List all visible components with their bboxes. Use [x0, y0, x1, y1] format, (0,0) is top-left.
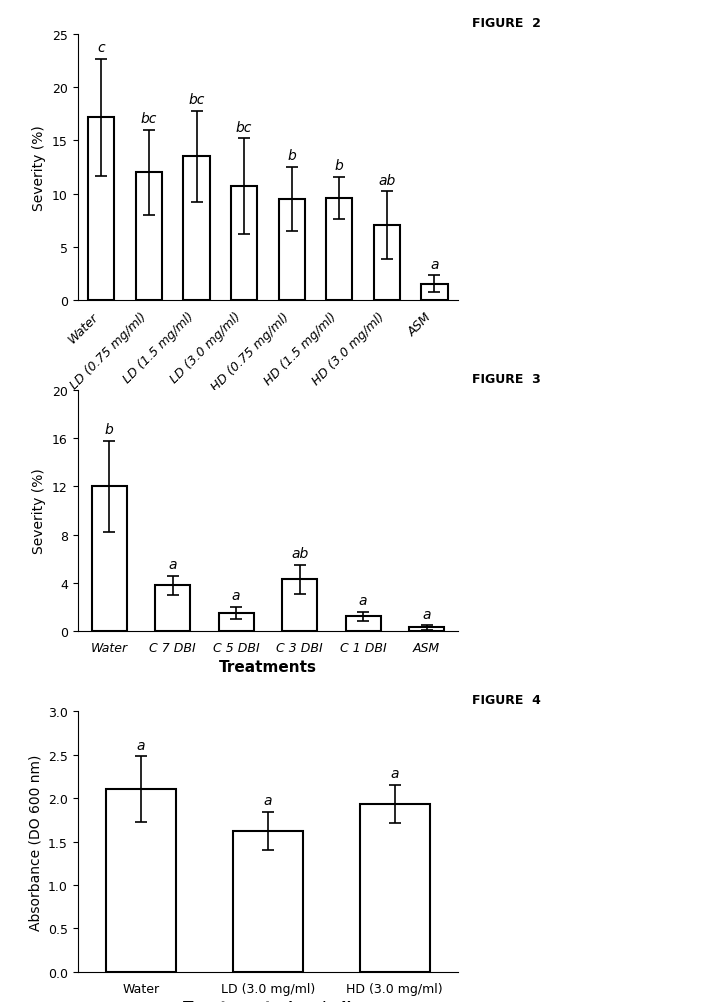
- X-axis label: Treatments: Treatments: [219, 399, 317, 414]
- Bar: [345, 617, 381, 631]
- Bar: [422, 285, 448, 301]
- Bar: [88, 118, 114, 301]
- Text: b: b: [288, 149, 296, 163]
- X-axis label: Treatments (mg/ml): Treatments (mg/ml): [183, 1000, 353, 1002]
- Text: b: b: [105, 423, 114, 437]
- Bar: [374, 226, 400, 301]
- Text: bc: bc: [188, 93, 204, 107]
- Text: bc: bc: [236, 120, 252, 134]
- Text: a: a: [168, 558, 177, 571]
- Text: a: a: [137, 737, 145, 752]
- Bar: [409, 627, 444, 631]
- Bar: [106, 790, 176, 972]
- Text: b: b: [335, 158, 343, 172]
- Text: ab: ab: [379, 173, 396, 187]
- Y-axis label: Severity (%): Severity (%): [32, 125, 47, 210]
- Y-axis label: Severity (%): Severity (%): [32, 468, 47, 554]
- Bar: [360, 805, 430, 972]
- Text: a: a: [391, 767, 399, 781]
- Text: FIGURE  2: FIGURE 2: [472, 17, 541, 30]
- X-axis label: Treatments: Treatments: [219, 659, 317, 674]
- Bar: [155, 585, 190, 631]
- Text: FIGURE  4: FIGURE 4: [472, 693, 541, 706]
- Text: c: c: [97, 41, 105, 55]
- Bar: [136, 173, 162, 301]
- Text: bc: bc: [141, 112, 157, 126]
- Bar: [231, 187, 257, 301]
- Bar: [282, 579, 317, 631]
- Text: ab: ab: [291, 547, 308, 561]
- Bar: [326, 198, 352, 301]
- Bar: [183, 157, 209, 301]
- Text: a: a: [430, 258, 439, 272]
- Bar: [92, 487, 127, 631]
- Bar: [278, 199, 305, 301]
- Text: a: a: [422, 607, 431, 621]
- Text: a: a: [264, 794, 272, 808]
- Y-axis label: Absorbance (DO 600 nm): Absorbance (DO 600 nm): [28, 754, 42, 930]
- Text: a: a: [232, 589, 240, 603]
- Text: FIGURE  3: FIGURE 3: [472, 373, 541, 386]
- Bar: [233, 832, 303, 972]
- Bar: [219, 613, 254, 631]
- Text: a: a: [359, 594, 367, 607]
